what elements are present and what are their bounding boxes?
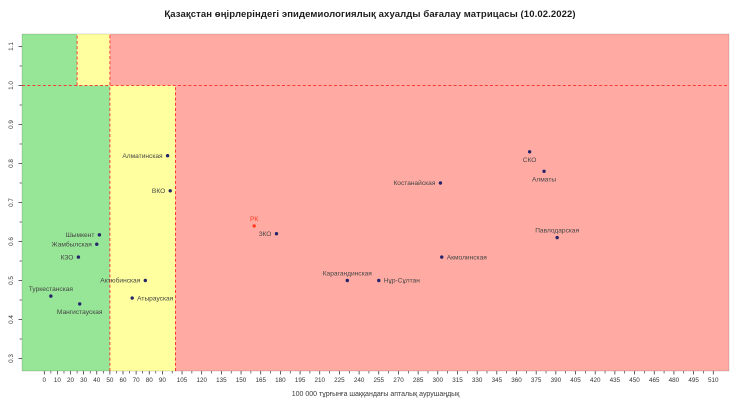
risk-zone-red: [109, 34, 729, 86]
data-point-label: Атырауская: [137, 295, 173, 302]
x-axis-tick-label: 270: [393, 377, 404, 384]
y-axis-tick-label: 0.3: [8, 354, 15, 363]
data-point: [542, 169, 546, 173]
data-point-label: РК: [250, 216, 258, 223]
data-point: [49, 294, 53, 298]
data-point-label: Алматинская: [122, 153, 163, 160]
y-axis-tick-label: 0.8: [8, 159, 15, 168]
data-point-label: Шымкент: [66, 232, 95, 239]
data-point: [527, 150, 532, 154]
x-axis-tick-label: 255: [374, 377, 385, 384]
x-axis-tick-label: 50: [106, 377, 114, 384]
x-axis-tick-label: 20: [67, 377, 75, 384]
x-axis-tick-label: 40: [93, 377, 101, 384]
risk-zone-red: [175, 85, 729, 371]
data-point-label: Костанайская: [393, 179, 435, 187]
data-point-label: ВКО: [152, 188, 165, 195]
y-axis-tick-label: 1.1: [8, 42, 15, 51]
data-point: [252, 224, 256, 228]
data-point: [555, 235, 559, 240]
x-axis-tick-label: 420: [590, 377, 601, 384]
x-axis-tick-label: 495: [688, 377, 699, 384]
x-axis-tick-label: 405: [570, 377, 581, 384]
x-axis-tick-label: 510: [708, 377, 719, 384]
data-point-label: КЗО: [61, 254, 74, 261]
x-axis-tick-label: 300: [433, 377, 444, 384]
data-point-label: СКО: [523, 157, 537, 164]
data-point: [95, 242, 99, 246]
risk-zone-green: [22, 34, 78, 86]
x-axis-tick-label: 390: [551, 377, 562, 384]
y-axis-tick-label: 0.5: [8, 276, 15, 285]
x-axis-tick-label: 480: [669, 377, 680, 384]
x-axis-tick-label: 465: [649, 377, 660, 384]
data-point-label: Актюбинская: [100, 277, 140, 285]
risk-zone-green: [22, 85, 110, 371]
x-axis-tick-label: 210: [314, 377, 325, 384]
x-axis-tick-label: 435: [610, 377, 621, 384]
y-axis-tick-label: 0.6: [8, 237, 15, 246]
x-axis-tick-label: 330: [472, 377, 483, 384]
data-point: [97, 233, 102, 237]
x-axis-tick-label: 165: [255, 377, 266, 384]
x-axis-tick-label: 150: [236, 377, 247, 384]
data-point: [130, 296, 134, 300]
data-point: [377, 278, 381, 283]
x-axis-tick-label: 375: [531, 377, 542, 384]
x-axis-tick-label: 195: [295, 377, 306, 384]
x-axis-tick-label: 30: [80, 377, 88, 384]
x-axis-tick-label: 90: [159, 377, 167, 384]
risk-zone-yellow: [77, 34, 110, 86]
data-point: [143, 278, 147, 283]
x-axis-tick-label: 135: [216, 377, 227, 384]
x-axis-label: 100 000 тұрғынға шаққандағы апталық ауру…: [291, 391, 460, 398]
data-point: [168, 189, 172, 193]
y-axis-tick-label: 0.7: [8, 198, 15, 207]
data-point: [78, 302, 82, 306]
x-axis-tick-label: 360: [511, 377, 522, 384]
x-axis-tick-label: 450: [629, 377, 640, 384]
data-point: [440, 255, 444, 259]
data-point: [345, 278, 349, 283]
y-axis-tick-label: 1.0: [8, 81, 15, 90]
x-axis-tick-label: 0: [43, 377, 47, 384]
data-point-label: Жамбылская: [52, 240, 93, 248]
data-point-label: Алматы: [532, 176, 556, 183]
data-point-label: ЗКО: [259, 231, 272, 238]
data-point-label: Мангистауская: [57, 309, 103, 316]
y-axis-tick-label: 0.4: [8, 315, 15, 324]
data-point: [76, 255, 81, 259]
data-point: [274, 232, 279, 236]
x-axis-tick-label: 10: [54, 377, 62, 384]
data-point: [438, 181, 443, 185]
x-axis-tick-label: 180: [275, 377, 286, 384]
x-axis-tick-label: 285: [413, 377, 424, 384]
x-axis-tick-label: 120: [196, 377, 207, 384]
x-axis-tick-label: 105: [177, 377, 188, 384]
x-axis-tick-label: 315: [452, 377, 463, 384]
x-axis-tick-label: 70: [133, 377, 141, 384]
data-point-label: Павлодарская: [535, 228, 579, 235]
x-axis-tick-label: 60: [119, 377, 127, 384]
data-point: [165, 153, 170, 158]
x-axis-tick-label: 80: [146, 377, 154, 384]
data-point-label: Туркестанская: [29, 286, 74, 293]
y-axis-tick-label: 0.9: [8, 120, 15, 129]
x-axis-tick-label: 345: [492, 377, 503, 384]
risk-zone-yellow: [109, 85, 176, 371]
data-point-label: Нұр-Сұлтан: [384, 278, 420, 285]
x-axis-tick-label: 225: [334, 377, 345, 384]
chart-title: Қазақстан өңірлеріндегі эпидемиологиялық…: [164, 9, 576, 20]
data-point-label: Карагандинская: [323, 271, 373, 278]
x-axis-tick-label: 240: [354, 377, 365, 384]
data-point-label: Акмолинская: [447, 254, 488, 261]
